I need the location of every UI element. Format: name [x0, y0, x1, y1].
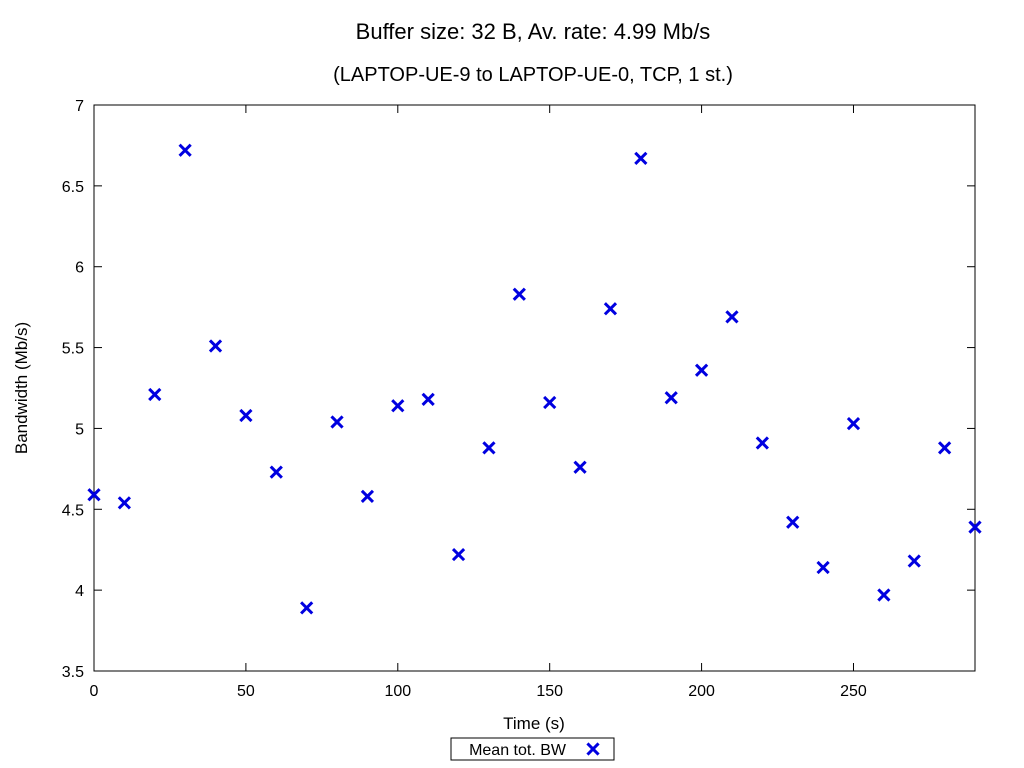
data-point — [360, 489, 375, 503]
y-ticks: 3.5 4 4.5 5 5.5 6 6.5 7 — [62, 98, 975, 681]
data-point — [87, 488, 101, 502]
legend-marker-x — [586, 742, 600, 756]
data-point — [178, 143, 192, 157]
data-point — [300, 601, 314, 615]
chart-subtitle: (LAPTOP-UE-9 to LAPTOP-UE-0, TCP, 1 st.) — [333, 64, 733, 86]
data-point — [269, 465, 283, 479]
data-point — [421, 392, 435, 406]
data-point — [725, 310, 739, 324]
legend-label: Mean tot. BW — [469, 742, 567, 759]
y-tick-label: 6.5 — [62, 179, 84, 196]
data-point — [634, 151, 648, 165]
y-tick-label: 5 — [75, 421, 84, 438]
data-point — [208, 339, 223, 353]
x-axis-title: Time (s) — [503, 714, 565, 733]
y-tick-label: 3.5 — [62, 664, 84, 681]
y-tick-label: 4 — [75, 583, 84, 600]
data-point — [573, 460, 587, 474]
x-tick-label: 150 — [536, 683, 563, 700]
y-tick-label: 4.5 — [62, 502, 84, 519]
data-point — [664, 391, 678, 405]
x-ticks: 0 50 100 150 200 250 — [90, 105, 867, 700]
data-point — [968, 520, 982, 534]
x-tick-label: 250 — [840, 683, 867, 700]
x-tick-label: 100 — [384, 683, 411, 700]
y-tick-label: 5.5 — [62, 341, 84, 358]
data-point — [846, 416, 861, 431]
x-tick-label: 50 — [237, 683, 255, 700]
data-point — [148, 387, 162, 402]
y-tick-label: 7 — [75, 98, 84, 115]
data-point — [937, 441, 952, 455]
x-tick-label: 0 — [90, 683, 99, 700]
data-point — [816, 560, 830, 575]
data-point — [330, 415, 344, 429]
data-point — [755, 436, 769, 450]
data-points — [87, 143, 982, 615]
data-point — [512, 287, 526, 301]
x-tick-label: 200 — [688, 683, 715, 700]
data-point — [543, 395, 557, 410]
data-point — [907, 554, 921, 568]
chart-title: Buffer size: 32 B, Av. rate: 4.99 Mb/s — [356, 19, 711, 44]
data-point — [451, 547, 466, 562]
plot-area-frame — [93, 104, 976, 672]
data-point — [877, 588, 891, 602]
data-point — [603, 302, 618, 316]
data-point — [117, 496, 132, 510]
data-point — [391, 399, 405, 413]
data-point — [239, 408, 253, 423]
data-point — [786, 515, 800, 529]
data-point — [482, 441, 496, 455]
legend: Mean tot. BW — [450, 737, 615, 761]
legend-box — [450, 737, 615, 761]
legend-marker-icon — [586, 742, 600, 756]
data-point — [694, 363, 709, 377]
y-axis-title: Bandwidth (Mb/s) — [12, 322, 31, 454]
y-tick-label: 6 — [75, 260, 84, 277]
